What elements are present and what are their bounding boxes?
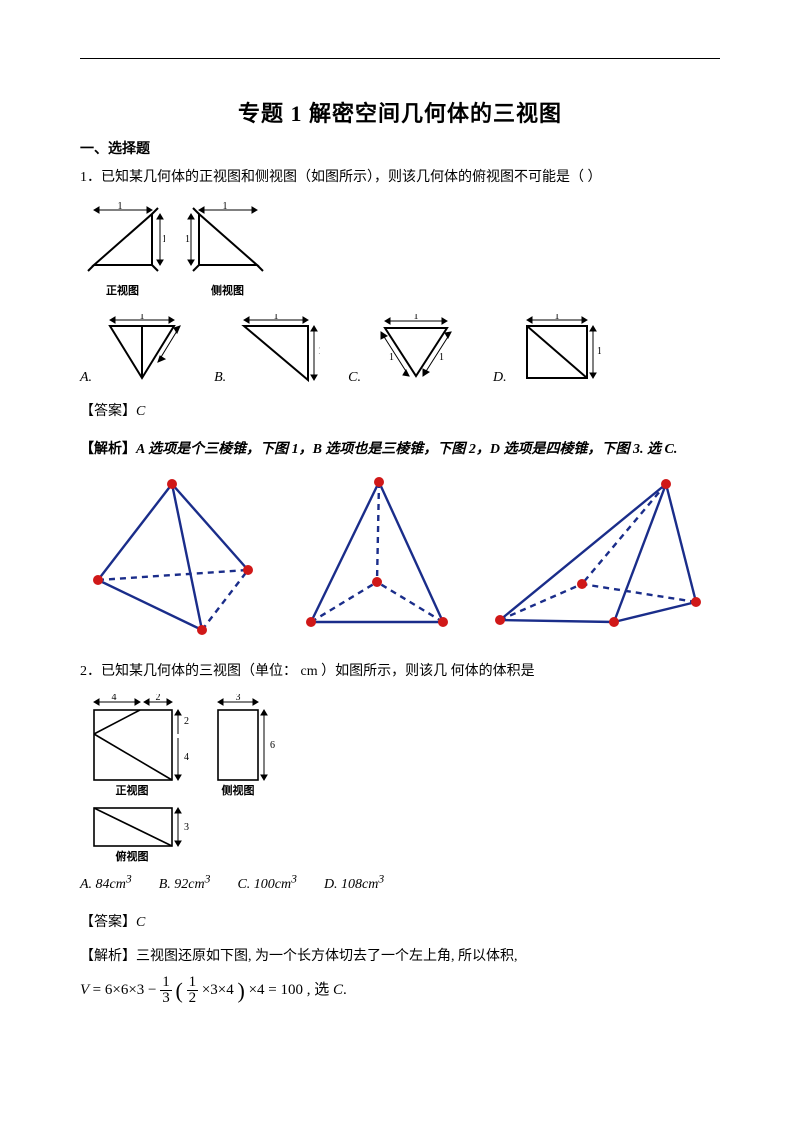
q1-opt-a-label: A.: [80, 370, 92, 386]
svg-text:2: 2: [184, 716, 189, 727]
svg-text:正视图: 正视图: [116, 783, 149, 797]
explain-label-2: 【解析】: [80, 949, 136, 964]
svg-text:6: 6: [270, 740, 275, 751]
q1-opt-b-label: B.: [214, 370, 226, 386]
svg-text:侧视图: 侧视图: [222, 783, 255, 797]
q1-side-caption: 侧视图: [185, 282, 270, 298]
svg-text:俯视图: 俯视图: [116, 849, 149, 863]
q2-three-views: 4 2 2 4 正视图 3 6 侧视图 3: [80, 694, 720, 864]
q1-opt-c-figure: 1 1 1: [367, 314, 465, 386]
question-1-text: 1．已知某几何体的正视图和侧视图（如图所示），则该几何体的俯视图不可能是（ ）: [80, 166, 720, 190]
svg-text:1: 1: [140, 314, 145, 322]
svg-text:1: 1: [389, 352, 394, 363]
q1-opt-c-label: C.: [348, 370, 361, 386]
q1-front-view: 1 1 正视图: [80, 202, 165, 298]
pyramid-1: [80, 472, 265, 642]
q1-opt-b-figure: 1 1: [232, 314, 320, 386]
q1-answer-value: C: [136, 404, 145, 419]
page-title: 专题 1 解密空间几何体的三视图: [80, 96, 720, 128]
question-2-text: 2．已知某几何体的三视图（单位： cm ）如图所示，则该几 何体的体积是: [80, 660, 720, 684]
svg-text:1: 1: [318, 346, 320, 357]
q1-front-caption: 正视图: [80, 282, 165, 298]
q1-opt-d-label: D.: [493, 370, 507, 386]
q2-answer: 【答案】C: [80, 911, 720, 931]
q1-explanation: 【解析】A 选项是个三棱锥，下图 1，B 选项也是三棱锥，下图 2，D 选项是四…: [80, 438, 720, 458]
pyramid-3: [486, 472, 706, 642]
q1-opt-d-figure: 1 1: [513, 314, 601, 386]
q1-answer: 【答案】C: [80, 400, 720, 420]
answer-label-2: 【答案】: [80, 915, 136, 930]
svg-text:2: 2: [156, 694, 161, 703]
svg-text:3: 3: [184, 822, 189, 833]
section-heading: 一、选择题: [80, 138, 720, 158]
q1-side-view: 1 1 侧视图: [185, 202, 270, 298]
svg-text:1: 1: [162, 234, 165, 245]
pyramid-2: [283, 472, 468, 642]
q2-explanation-text: 三视图还原如下图, 为一个长方体切去了一个左上角, 所以体积,: [136, 949, 518, 964]
q2-answer-value: C: [136, 915, 145, 930]
svg-text:1: 1: [223, 202, 228, 212]
svg-text:4: 4: [184, 752, 189, 763]
svg-text:4: 4: [112, 694, 117, 703]
svg-text:1: 1: [413, 314, 418, 322]
q1-explanation-text: A 选项是个三棱锥，下图 1，B 选项也是三棱锥，下图 2，D 选项是四棱锥，下…: [136, 442, 677, 457]
explain-label: 【解析】: [80, 442, 136, 457]
q2-opt-c: C. 100cm3: [237, 877, 297, 892]
svg-text:1: 1: [554, 314, 559, 322]
svg-text:1: 1: [439, 352, 444, 363]
q2-explanation: 【解析】三视图还原如下图, 为一个长方体切去了一个左上角, 所以体积,: [80, 945, 720, 965]
svg-text:1: 1: [597, 346, 601, 357]
q2-opt-d: D. 108cm3: [324, 877, 384, 892]
answer-label: 【答案】: [80, 404, 136, 419]
q2-formula: V = 6×6×3 − 1 3 ( 1 2 ×3×4 ) ×4 = 100 , …: [80, 975, 720, 1006]
svg-text:1: 1: [185, 234, 190, 245]
svg-text:3: 3: [236, 694, 241, 703]
svg-text:1: 1: [118, 202, 123, 212]
q2-opt-a: A. 84cm3: [80, 877, 132, 892]
q1-opt-a-figure: 1: [98, 314, 186, 386]
q2-opt-b: B. 92cm3: [159, 877, 211, 892]
svg-text:1: 1: [274, 314, 279, 322]
